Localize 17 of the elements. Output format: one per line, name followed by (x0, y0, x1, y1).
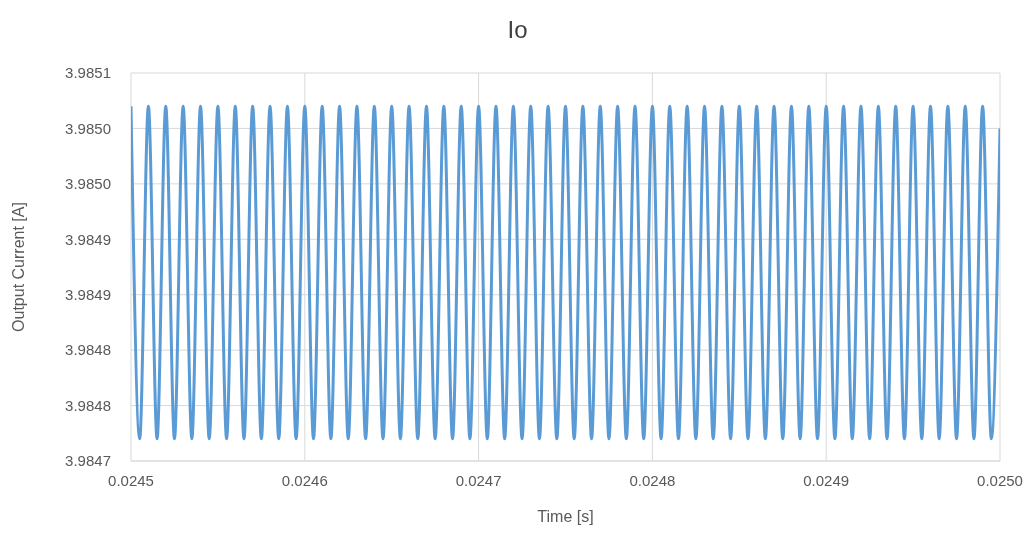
y-tick-label: 3.9849 (65, 286, 111, 304)
y-tick-label: 3.9847 (65, 452, 111, 470)
x-tick-label: 0.0247 (455, 471, 502, 489)
y-tick-label: 3.9850 (65, 119, 111, 137)
y-axis-title: Output Current [A] (9, 202, 27, 332)
x-axis-title: Time [s] (537, 508, 594, 525)
x-tick-label: 0.0245 (108, 471, 154, 489)
x-tick-label: 0.0249 (803, 471, 850, 489)
x-tick-label: 0.0250 (977, 471, 1023, 489)
y-tick-label: 3.9851 (65, 64, 111, 82)
y-tick-label: 3.9848 (65, 341, 111, 359)
y-tick-label: 3.9849 (65, 230, 111, 248)
y-tick-label: 3.9848 (65, 396, 111, 414)
x-tick-label: 0.0248 (629, 471, 676, 489)
y-tick-label: 3.9850 (65, 175, 111, 193)
chart-title: Io (506, 16, 529, 44)
x-tick-label: 0.0246 (281, 471, 328, 489)
